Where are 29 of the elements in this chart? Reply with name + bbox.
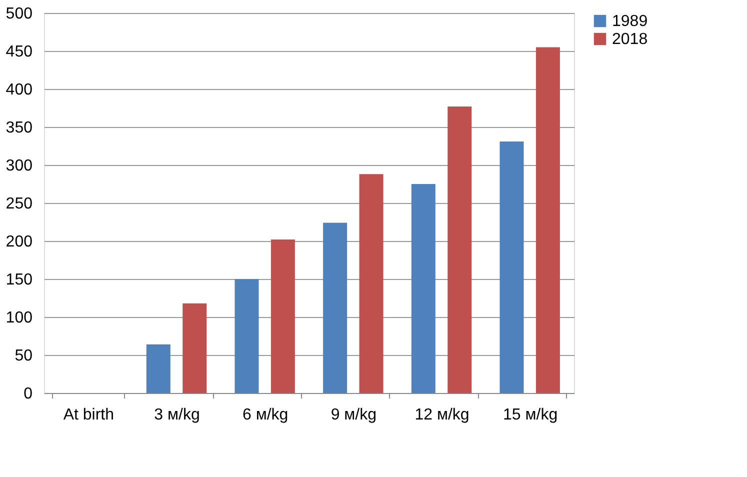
legend-label: 2018 xyxy=(612,31,648,48)
y-tick-label: 50 xyxy=(14,348,33,364)
bar xyxy=(411,184,436,393)
x-tick-label: 12 м/kg xyxy=(414,406,470,424)
legend-label: 1989 xyxy=(612,13,648,30)
bar xyxy=(323,222,348,393)
bar xyxy=(234,279,259,393)
bar xyxy=(536,47,560,393)
bar xyxy=(500,141,524,393)
y-tick-label: 150 xyxy=(6,272,33,288)
x-tick-label: 9 м/kg xyxy=(330,406,377,424)
bar xyxy=(448,106,472,393)
y-tick-label: 0 xyxy=(24,386,33,402)
x-tick-label: 3 м/kg xyxy=(154,406,200,424)
y-tick-label: 250 xyxy=(6,196,33,212)
bar xyxy=(146,344,170,393)
x-tick-label: At birth xyxy=(63,406,114,424)
y-tick-label: 500 xyxy=(6,6,33,22)
y-tick-label: 200 xyxy=(6,234,33,250)
bar xyxy=(270,239,295,393)
y-tick-label: 300 xyxy=(6,158,33,174)
y-tick-label: 450 xyxy=(6,44,33,60)
y-tick-label: 400 xyxy=(6,82,33,98)
y-tick-label: 100 xyxy=(6,310,33,326)
x-tick-label: 6 м/kg xyxy=(242,406,288,424)
bar xyxy=(359,174,384,393)
x-tick-label: 15 м/kg xyxy=(503,406,558,424)
bar xyxy=(182,303,207,393)
y-tick-label: 350 xyxy=(6,120,33,136)
